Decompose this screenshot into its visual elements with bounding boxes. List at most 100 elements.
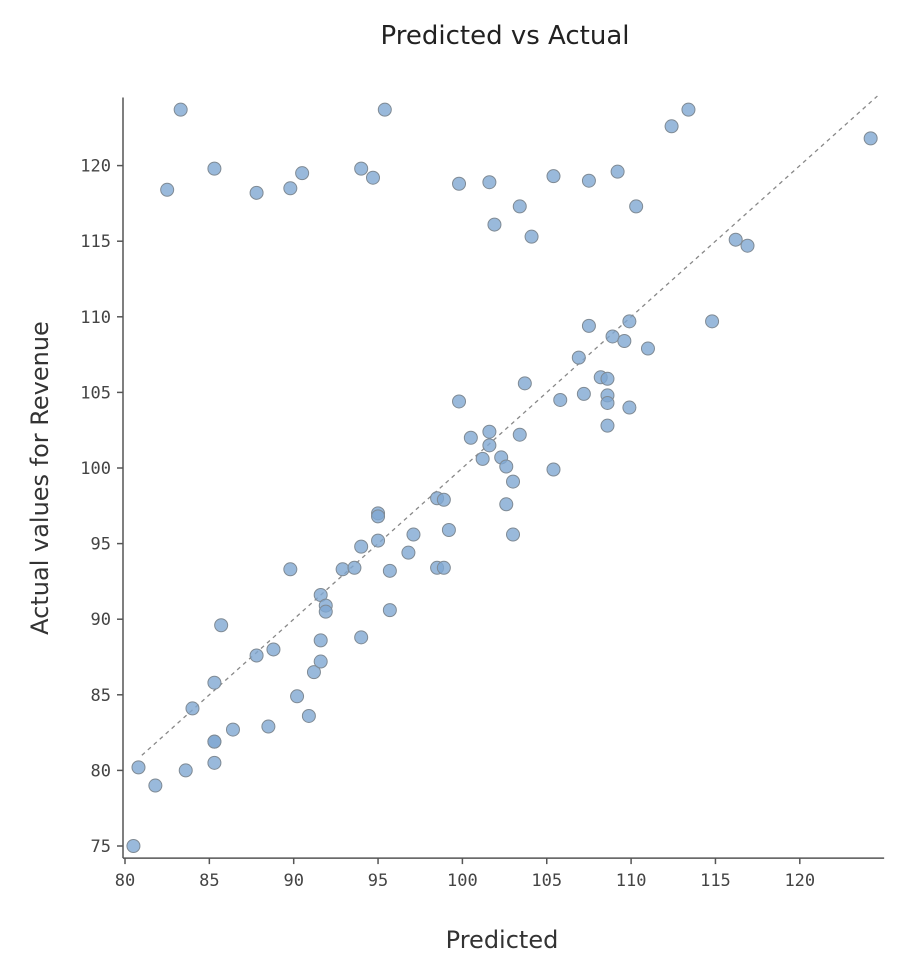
data-point — [436, 560, 451, 575]
x-tick-label: 110 — [616, 871, 647, 891]
data-point — [581, 173, 596, 188]
data-point — [354, 630, 369, 645]
data-point — [499, 497, 514, 512]
data-point — [863, 131, 878, 146]
x-tick-label: 95 — [368, 871, 388, 891]
x-tick-label: 90 — [283, 871, 303, 891]
y-tick-label: 85 — [91, 686, 111, 706]
data-point — [681, 102, 696, 117]
data-point — [640, 341, 655, 356]
data-point — [475, 451, 490, 466]
y-tick-label: 120 — [80, 157, 111, 177]
data-point — [517, 376, 532, 391]
points-group — [126, 102, 878, 853]
data-point — [436, 492, 451, 507]
y-tick-label: 105 — [80, 383, 111, 403]
data-point — [382, 603, 397, 618]
data-point — [160, 182, 175, 197]
data-point — [506, 474, 521, 489]
data-point — [382, 563, 397, 578]
data-point — [261, 719, 276, 734]
data-point — [617, 333, 632, 348]
data-point — [600, 371, 615, 386]
y-tick-label: 95 — [91, 535, 111, 555]
data-point — [452, 394, 467, 409]
data-point — [249, 648, 264, 663]
data-point — [576, 386, 591, 401]
data-point — [610, 164, 625, 179]
data-point — [482, 175, 497, 190]
data-point — [225, 722, 240, 737]
data-point — [148, 778, 163, 793]
data-point — [207, 675, 222, 690]
axes: 80 85 90 95 100 105 110 115 12075808590951001051… — [80, 97, 885, 891]
y-tick-label: 100 — [80, 459, 111, 479]
data-point — [126, 839, 141, 853]
data-point — [629, 199, 644, 214]
y-tick-label: 75 — [91, 837, 111, 857]
data-point — [354, 161, 369, 176]
data-point — [313, 633, 328, 648]
data-point — [553, 392, 568, 407]
data-point — [207, 734, 222, 749]
data-point — [301, 708, 316, 723]
data-point — [249, 185, 264, 200]
data-point — [622, 400, 637, 415]
x-tick-label: 105 — [531, 871, 562, 891]
data-point — [266, 642, 281, 657]
data-point — [581, 318, 596, 333]
data-point — [347, 560, 362, 575]
data-point — [207, 755, 222, 770]
data-point — [371, 509, 386, 524]
data-point — [173, 102, 188, 117]
data-point — [371, 533, 386, 548]
data-point — [283, 562, 298, 577]
data-point — [463, 430, 478, 445]
data-point — [705, 314, 720, 329]
data-point — [354, 539, 369, 554]
data-point — [499, 459, 514, 474]
x-tick-label: 80 — [115, 871, 135, 891]
data-point — [622, 314, 637, 329]
y-tick-label: 110 — [80, 308, 111, 328]
data-point — [512, 199, 527, 214]
data-point — [283, 181, 298, 196]
data-point — [728, 232, 743, 247]
x-tick-label: 115 — [700, 871, 731, 891]
y-tick-label: 115 — [80, 232, 111, 252]
data-point — [546, 169, 561, 184]
data-point — [313, 654, 328, 669]
data-point — [306, 665, 321, 680]
data-point — [571, 350, 586, 365]
y-axis-label: Actual values for Revenue — [26, 321, 54, 635]
data-point — [406, 527, 421, 542]
data-point — [664, 119, 679, 134]
x-tick-label: 85 — [199, 871, 219, 891]
data-point — [506, 527, 521, 542]
data-point — [600, 395, 615, 410]
data-point — [290, 689, 305, 704]
data-point — [441, 522, 456, 537]
data-point — [365, 170, 380, 185]
data-point — [487, 217, 502, 232]
data-point — [335, 562, 350, 577]
data-point — [605, 329, 620, 344]
x-tick-label: 120 — [784, 871, 815, 891]
data-point — [207, 161, 222, 176]
data-point — [600, 418, 615, 433]
data-point — [524, 229, 539, 244]
data-point — [377, 102, 392, 117]
data-point — [185, 701, 200, 716]
data-point — [482, 438, 497, 453]
data-point — [740, 238, 755, 253]
data-point — [482, 424, 497, 439]
x-axis-label: Predicted — [446, 926, 559, 954]
data-point — [178, 763, 193, 778]
data-point — [318, 604, 333, 619]
data-point — [131, 760, 146, 775]
data-point — [214, 618, 229, 633]
chart-title: Predicted vs Actual — [381, 21, 630, 51]
x-tick-label: 100 — [447, 871, 478, 891]
data-point — [452, 176, 467, 191]
